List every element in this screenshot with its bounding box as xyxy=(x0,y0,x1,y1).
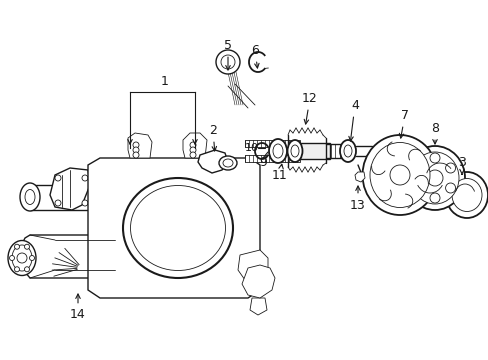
Polygon shape xyxy=(20,235,135,278)
Polygon shape xyxy=(128,133,152,158)
Text: 4: 4 xyxy=(348,99,358,141)
Ellipse shape xyxy=(287,140,302,162)
Ellipse shape xyxy=(451,179,481,212)
Text: 7: 7 xyxy=(399,108,408,138)
Bar xyxy=(299,143,329,159)
Circle shape xyxy=(82,175,88,181)
Polygon shape xyxy=(244,255,262,268)
Circle shape xyxy=(190,147,196,153)
Polygon shape xyxy=(354,172,364,182)
Circle shape xyxy=(55,200,61,206)
Circle shape xyxy=(133,142,139,148)
Text: 2: 2 xyxy=(209,123,217,151)
Circle shape xyxy=(15,244,20,249)
Polygon shape xyxy=(50,168,90,210)
Circle shape xyxy=(190,152,196,158)
Circle shape xyxy=(429,153,439,163)
Text: 5: 5 xyxy=(224,39,231,70)
Circle shape xyxy=(29,256,35,261)
Polygon shape xyxy=(238,250,267,282)
Ellipse shape xyxy=(445,172,487,218)
Ellipse shape xyxy=(123,178,232,278)
Bar xyxy=(244,140,299,147)
Circle shape xyxy=(389,165,409,185)
Circle shape xyxy=(15,267,20,272)
Text: 9: 9 xyxy=(259,156,266,168)
Ellipse shape xyxy=(25,189,35,204)
Text: 14: 14 xyxy=(70,294,86,321)
Ellipse shape xyxy=(130,185,225,270)
Polygon shape xyxy=(88,158,260,298)
Circle shape xyxy=(426,170,442,186)
Bar xyxy=(244,155,299,162)
Text: 12: 12 xyxy=(302,91,317,124)
Circle shape xyxy=(24,267,29,272)
Polygon shape xyxy=(198,150,227,173)
Ellipse shape xyxy=(8,240,36,275)
Circle shape xyxy=(9,256,15,261)
Ellipse shape xyxy=(268,139,286,163)
Ellipse shape xyxy=(369,143,429,207)
Ellipse shape xyxy=(339,140,355,162)
Circle shape xyxy=(253,276,262,284)
Circle shape xyxy=(190,142,196,148)
Ellipse shape xyxy=(272,144,283,158)
Circle shape xyxy=(82,200,88,206)
Polygon shape xyxy=(249,298,266,315)
Text: 8: 8 xyxy=(430,122,438,144)
Text: 1: 1 xyxy=(161,75,168,88)
Ellipse shape xyxy=(219,156,237,170)
Circle shape xyxy=(445,183,455,193)
Text: 13: 13 xyxy=(349,186,365,212)
Circle shape xyxy=(413,163,424,173)
Circle shape xyxy=(133,152,139,158)
Text: 10: 10 xyxy=(244,143,259,153)
Ellipse shape xyxy=(20,183,40,211)
Ellipse shape xyxy=(223,159,232,167)
Circle shape xyxy=(133,147,139,153)
Circle shape xyxy=(445,163,455,173)
Ellipse shape xyxy=(216,50,240,74)
Text: 3: 3 xyxy=(457,156,465,174)
Text: 11: 11 xyxy=(271,164,287,181)
Circle shape xyxy=(429,193,439,203)
Text: 6: 6 xyxy=(250,44,259,68)
Polygon shape xyxy=(183,133,206,158)
Circle shape xyxy=(247,261,256,269)
Circle shape xyxy=(17,253,27,263)
Ellipse shape xyxy=(362,135,437,215)
Ellipse shape xyxy=(410,152,458,204)
Circle shape xyxy=(24,244,29,249)
Circle shape xyxy=(55,175,61,181)
Ellipse shape xyxy=(221,55,235,69)
Polygon shape xyxy=(242,265,274,298)
Ellipse shape xyxy=(404,146,464,210)
Ellipse shape xyxy=(12,245,32,271)
Ellipse shape xyxy=(343,145,351,157)
Ellipse shape xyxy=(290,145,298,157)
Circle shape xyxy=(413,183,424,193)
